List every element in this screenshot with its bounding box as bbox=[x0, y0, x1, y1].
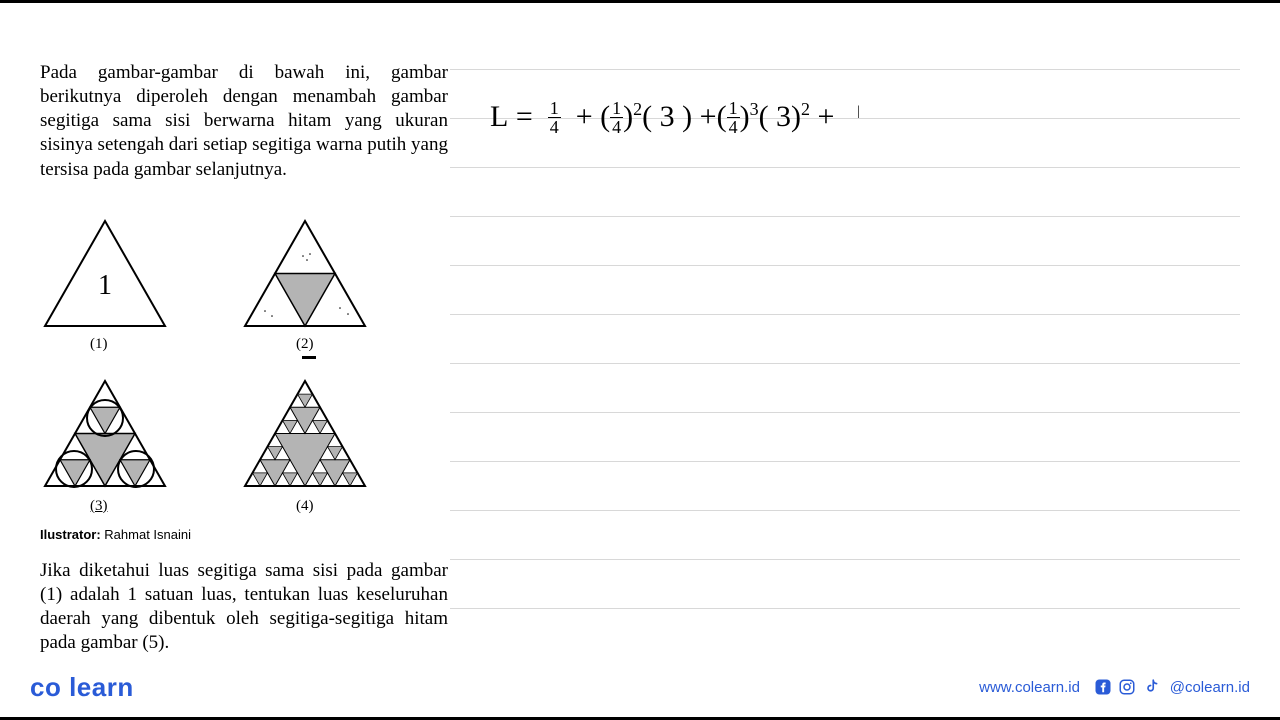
question-paragraph-1: Pada gambar-gambar di bawah ini, gambar … bbox=[40, 61, 448, 182]
figure-3-triangle bbox=[40, 376, 170, 491]
illustrator-credit: Ilustrator: Rahmat Isnaini bbox=[40, 527, 191, 542]
illustrator-label: Ilustrator: bbox=[40, 527, 101, 542]
social-icons: @colearn.id bbox=[1094, 678, 1250, 696]
figure-4-label: (4) bbox=[296, 498, 314, 515]
ruled-line bbox=[450, 167, 1240, 168]
figure-4-triangle bbox=[240, 376, 370, 491]
facebook-icon[interactable] bbox=[1094, 678, 1112, 696]
figure-2-triangle bbox=[240, 216, 370, 331]
ruled-line bbox=[450, 461, 1240, 462]
handwritten-equation: L = 14 + (14)2( 3 ) +(14)3( 3)2 + | bbox=[490, 99, 860, 138]
figure-1-label: (1) bbox=[90, 336, 108, 353]
ruled-line bbox=[450, 216, 1240, 217]
tiktok-icon[interactable] bbox=[1142, 678, 1160, 696]
ruled-writing-area bbox=[450, 61, 1240, 651]
figure-1-triangle: 1 bbox=[40, 216, 170, 331]
figure-2-label: (2) bbox=[296, 336, 314, 353]
social-handle[interactable]: @colearn.id bbox=[1170, 679, 1250, 696]
content-area: Pada gambar-gambar di bawah ini, gambar … bbox=[0, 11, 1280, 659]
illustrator-name: Rahmat Isnaini bbox=[104, 527, 191, 542]
figure-2-underline bbox=[302, 356, 316, 359]
question-paragraph-2: Jika diketahui luas segitiga sama sisi p… bbox=[40, 559, 448, 656]
brand-logo: co learn bbox=[30, 672, 134, 703]
ruled-line bbox=[450, 69, 1240, 70]
question-text-2: Jika diketahui luas segitiga sama sisi p… bbox=[40, 559, 448, 656]
instagram-icon[interactable] bbox=[1118, 678, 1136, 696]
footer-bar: co learn www.colearn.id @colearn.id bbox=[0, 667, 1280, 707]
question-text-1: Pada gambar-gambar di bawah ini, gambar … bbox=[40, 61, 448, 182]
svg-text:1: 1 bbox=[98, 270, 112, 301]
website-link[interactable]: www.colearn.id bbox=[979, 679, 1080, 696]
ruled-line bbox=[450, 559, 1240, 560]
figures-block: 1 (1) (2) (3) bbox=[40, 216, 410, 516]
ruled-line bbox=[450, 363, 1240, 364]
ruled-line bbox=[450, 265, 1240, 266]
figure-3-label: (3) bbox=[90, 498, 108, 515]
ruled-line bbox=[450, 608, 1240, 609]
ruled-line bbox=[450, 510, 1240, 511]
ruled-line bbox=[450, 314, 1240, 315]
ruled-line bbox=[450, 412, 1240, 413]
